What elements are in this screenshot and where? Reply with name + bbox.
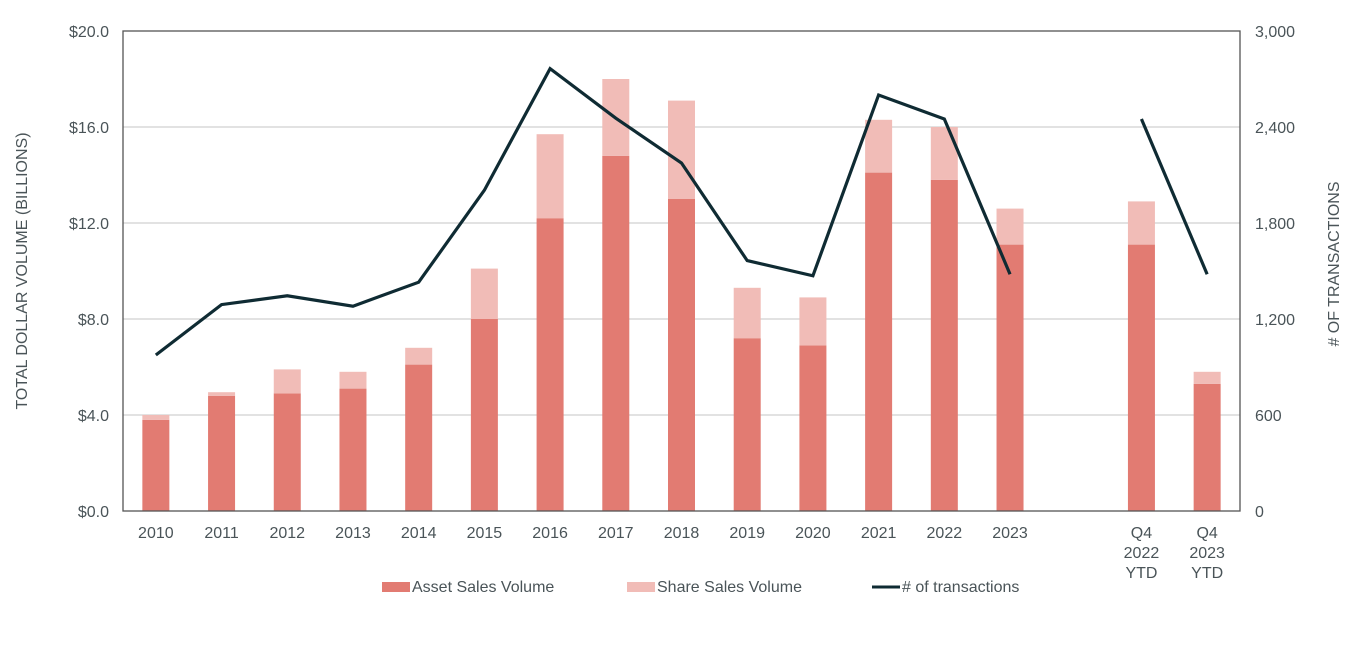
- y-tick-label: $8.0: [78, 312, 109, 329]
- y-tick-label: $4.0: [78, 408, 109, 425]
- x-tick-label: 2023: [992, 525, 1028, 542]
- bar-asset-sales: [602, 156, 629, 511]
- bar-asset-sales: [668, 199, 695, 511]
- x-tick-label: 2014: [401, 525, 437, 542]
- bar-share-sales: [997, 209, 1024, 245]
- y2-tick-label: 3,000: [1255, 24, 1295, 41]
- bar-share-sales: [865, 120, 892, 173]
- x-tick-label: 2017: [598, 525, 634, 542]
- left-axis-label: TOTAL DOLLAR VOLUME (BILLIONS): [14, 132, 31, 409]
- bar-asset-sales: [471, 319, 498, 511]
- y-tick-label: $20.0: [69, 24, 109, 41]
- bar-share-sales: [734, 288, 761, 338]
- x-axis-ticks: 2010 2011 2012 2013 2014 2015 2016 2017 2018 2019…: [138, 525, 1225, 582]
- legend-label-asset: Asset Sales Volume: [412, 579, 554, 596]
- y-tick-label: $12.0: [69, 216, 109, 233]
- y2-tick-label: 2,400: [1255, 120, 1295, 137]
- bar-asset-sales: [274, 393, 301, 511]
- legend-label-transactions: # of transactions: [902, 579, 1019, 596]
- y2-tick-label: 600: [1255, 408, 1282, 425]
- bar-share-sales: [471, 269, 498, 319]
- y2-tick-label: 0: [1255, 504, 1264, 521]
- bar-asset-sales: [339, 389, 366, 511]
- right-axis-ticks: 0 600 1,200 1,800 2,400 3,000: [1255, 24, 1295, 521]
- legend-swatch-share: [627, 582, 655, 592]
- legend: Asset Sales Volume Share Sales Volume # …: [382, 579, 1019, 596]
- x-tick-label: YTD: [1125, 565, 1157, 582]
- y2-tick-label: 1,200: [1255, 312, 1295, 329]
- legend-label-share: Share Sales Volume: [657, 579, 802, 596]
- right-axis-label: # OF TRANSACTIONS: [1326, 181, 1343, 346]
- bar-share-sales: [1128, 201, 1155, 244]
- bar-share-sales: [931, 127, 958, 180]
- y-tick-label: $0.0: [78, 504, 109, 521]
- bar-asset-sales: [734, 338, 761, 511]
- x-tick-label: Q4: [1196, 525, 1217, 542]
- bar-share-sales: [537, 134, 564, 218]
- x-tick-label: Q4: [1131, 525, 1152, 542]
- bar-share-sales: [668, 101, 695, 199]
- bar-asset-sales: [208, 396, 235, 511]
- bar-asset-sales: [997, 245, 1024, 511]
- x-tick-label: 2020: [795, 525, 831, 542]
- bar-asset-sales: [537, 218, 564, 511]
- x-tick-label: 2021: [861, 525, 897, 542]
- bar-share-sales: [208, 392, 235, 396]
- bar-share-sales: [405, 348, 432, 365]
- x-tick-label: 2013: [335, 525, 371, 542]
- x-tick-label: 2016: [532, 525, 568, 542]
- x-tick-label: 2018: [664, 525, 700, 542]
- x-tick-label: 2015: [467, 525, 503, 542]
- bar-share-sales: [799, 297, 826, 345]
- x-tick-label: 2010: [138, 525, 174, 542]
- bar-asset-sales: [1194, 384, 1221, 511]
- x-tick-label: 2011: [204, 525, 239, 542]
- y2-tick-label: 1,800: [1255, 216, 1295, 233]
- x-tick-label: 2023: [1189, 545, 1225, 562]
- x-tick-label: YTD: [1191, 565, 1223, 582]
- bar-share-sales: [274, 369, 301, 393]
- bar-share-sales: [1194, 372, 1221, 384]
- bar-asset-sales: [799, 345, 826, 511]
- bar-asset-sales: [1128, 245, 1155, 511]
- bar-asset-sales: [142, 420, 169, 511]
- bar-asset-sales: [405, 365, 432, 511]
- bars: [142, 79, 1220, 511]
- x-tick-label: 2022: [927, 525, 963, 542]
- bar-share-sales: [142, 415, 169, 420]
- bar-asset-sales: [865, 173, 892, 511]
- legend-swatch-asset: [382, 582, 410, 592]
- left-axis-ticks: $0.0 $4.0 $8.0 $12.0 $16.0 $20.0: [69, 24, 109, 521]
- x-tick-label: 2012: [269, 525, 305, 542]
- x-tick-label: 2019: [729, 525, 765, 542]
- y-tick-label: $16.0: [69, 120, 109, 137]
- bar-asset-sales: [931, 180, 958, 511]
- x-tick-label: 2022: [1124, 545, 1160, 562]
- bar-share-sales: [339, 372, 366, 389]
